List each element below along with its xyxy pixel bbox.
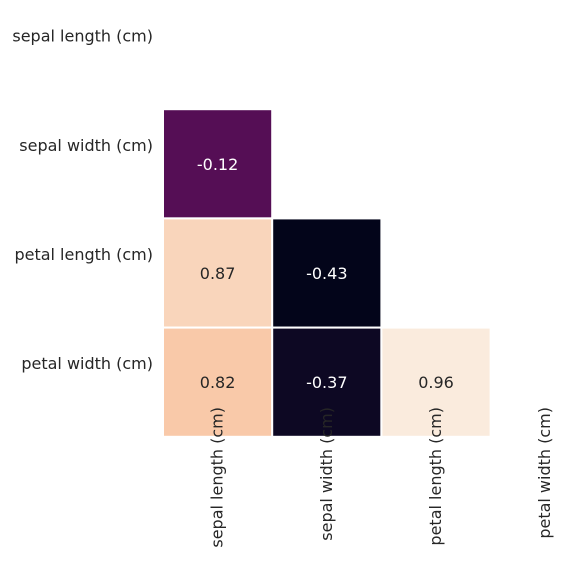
x-tick-label-3: petal width (cm) xyxy=(535,407,554,539)
x-tick-label-0: sepal length (cm) xyxy=(208,407,227,548)
x-tick-label-2: petal length (cm) xyxy=(426,407,445,546)
heatmap-value-label-r3-c0: 0.82 xyxy=(200,373,236,392)
y-tick-label-1: sepal width (cm) xyxy=(19,136,153,155)
heatmap-value-label-r3-c2: 0.96 xyxy=(418,373,454,392)
heatmap-value-label-r2-c0: 0.87 xyxy=(200,264,236,283)
heatmap-cell-r3-c1 xyxy=(271,326,383,438)
heatmap-cell-r3-c2 xyxy=(380,326,492,438)
heatmap-value-label-r2-c1: -0.43 xyxy=(306,264,347,283)
x-axis-tick-labels: sepal length (cm) sepal width (cm) petal l… xyxy=(208,407,555,548)
heatmap-cell-r1-c0 xyxy=(162,108,274,220)
y-tick-label-0: sepal length (cm) xyxy=(12,27,153,46)
heatmap-value-label-r3-c1: -0.37 xyxy=(306,373,347,392)
y-tick-label-3: petal width (cm) xyxy=(21,354,153,373)
heatmap-cell-r2-c1 xyxy=(271,217,383,329)
heatmap-value-label-r1-c0: -0.12 xyxy=(197,155,238,174)
heatmap-cells xyxy=(162,108,492,438)
x-tick-label-1: sepal width (cm) xyxy=(317,407,336,541)
heatmap-cell-r2-c0 xyxy=(162,217,274,329)
heatmap-value-labels: -0.12 0.87 -0.43 0.82 -0.37 0.96 xyxy=(197,155,454,392)
y-tick-label-2: petal length (cm) xyxy=(14,245,153,264)
y-axis-tick-labels: sepal length (cm) sepal width (cm) petal l… xyxy=(12,27,153,374)
